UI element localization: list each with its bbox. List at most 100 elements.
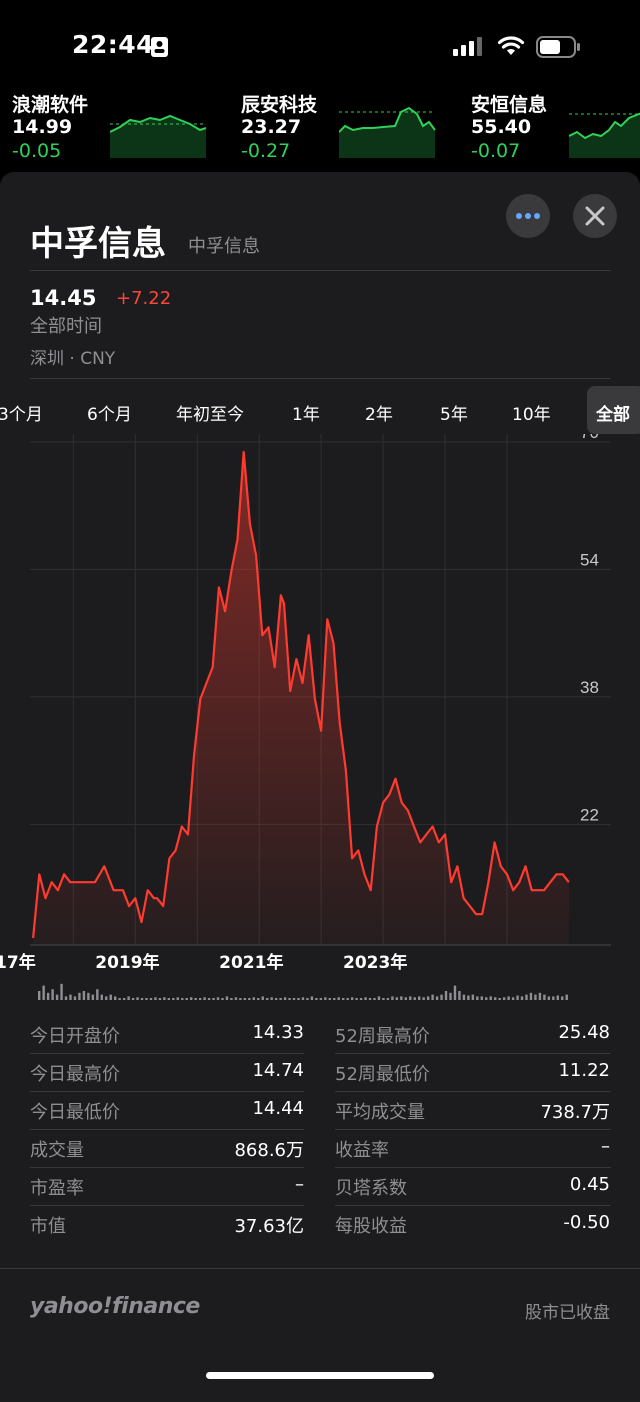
- yahoo-finance-logo[interactable]: yahoo!finance: [30, 1294, 200, 1319]
- volume-bar: [266, 998, 269, 1000]
- stat-value: –: [601, 1136, 610, 1157]
- volume-bar: [239, 998, 242, 1000]
- volume-bar: [87, 992, 90, 1000]
- ticker-name: 浪潮软件: [12, 94, 89, 116]
- volume-bar: [525, 994, 528, 1000]
- contact-card-icon: [151, 37, 168, 57]
- y-tick-label: 38: [580, 678, 599, 697]
- volume-bar: [42, 985, 45, 1000]
- volume-bar: [444, 991, 448, 1000]
- volume-bar: [105, 996, 108, 1000]
- range-1y[interactable]: 1年: [292, 405, 320, 425]
- volume-bar: [198, 998, 202, 1000]
- volume-bar: [114, 996, 117, 1000]
- stat-value: 25.48: [558, 1022, 610, 1043]
- volume-bar: [502, 997, 506, 1000]
- volume-bar: [100, 994, 103, 1000]
- volume-bar: [359, 998, 363, 1000]
- volume-bar: [462, 994, 466, 1000]
- volume-bar: [283, 997, 287, 1000]
- current-price: 14.45: [30, 286, 97, 310]
- stat-divider: [30, 1053, 304, 1054]
- volume-bar: [418, 996, 421, 1000]
- range-all[interactable]: 全部: [587, 386, 640, 434]
- volume-bar: [328, 998, 331, 1000]
- stat-divider: [30, 1167, 304, 1168]
- stat-divider: [335, 1167, 611, 1168]
- close-button[interactable]: [573, 194, 617, 238]
- volume-bar: [449, 992, 452, 1000]
- volume-bar: [181, 998, 184, 1000]
- ticker-item[interactable]: 安恒信息 55.40 -0.07: [471, 88, 640, 168]
- stat-value: -0.50: [563, 1212, 610, 1233]
- volume-bar: [337, 997, 340, 1000]
- ticker-item[interactable]: 浪潮软件 14.99 -0.05: [12, 88, 232, 168]
- ticker-name: 安恒信息: [471, 94, 548, 116]
- stat-label: 52周最低价: [335, 1064, 430, 1085]
- volume-bar: [252, 997, 255, 1000]
- range-2y[interactable]: 2年: [365, 405, 393, 425]
- range-ytd[interactable]: 年初至今: [176, 405, 244, 425]
- volume-bar: [212, 998, 215, 1000]
- volume-bar: [489, 996, 492, 1000]
- signal-icon: [453, 37, 482, 56]
- more-button[interactable]: [506, 194, 550, 238]
- stat-value: 11.22: [558, 1060, 610, 1081]
- volume-bar: [261, 996, 264, 1000]
- volume-bar: [494, 997, 497, 1000]
- range-5y[interactable]: 5年: [440, 405, 468, 425]
- volume-bar: [413, 997, 416, 1000]
- status-time: 22:44: [72, 30, 155, 59]
- volume-bar: [426, 996, 430, 1000]
- ticker-price: 14.99: [12, 116, 73, 138]
- y-tick-label: 54: [580, 550, 599, 569]
- volume-bar: [234, 997, 238, 1000]
- stat-divider: [30, 1205, 304, 1206]
- volume-bar: [543, 994, 546, 1000]
- volume-bar: [154, 997, 157, 1000]
- ticker-price: 55.40: [471, 116, 532, 138]
- stat-label: 平均成交量: [335, 1102, 425, 1123]
- stat-value: 14.44: [252, 1098, 304, 1119]
- range-3m[interactable]: 3个月: [0, 405, 43, 425]
- price-chart[interactable]: 70 54 38 22 2017年 2019年 2021年 2023年: [0, 434, 640, 1004]
- stat-label: 贝塔系数: [335, 1178, 407, 1199]
- volume-bar: [400, 996, 403, 1000]
- volume-bar: [96, 989, 99, 1000]
- volume-bar: [176, 997, 179, 1000]
- volume-bar: [194, 998, 197, 1000]
- volume-bar: [292, 998, 296, 1000]
- ticker-sparkline: [569, 112, 640, 158]
- ticker-change: -0.05: [12, 140, 62, 162]
- volume-bar: [377, 996, 381, 1000]
- volume-bar: [534, 994, 537, 1000]
- volume-bar: [140, 998, 144, 1000]
- volume-bar: [520, 996, 524, 1000]
- range-10y[interactable]: 10年: [512, 405, 551, 425]
- volume-bar: [435, 996, 439, 1000]
- stat-value: 14.74: [252, 1060, 304, 1081]
- wifi-icon: [497, 36, 525, 55]
- volume-bar: [315, 998, 318, 1000]
- range-6m[interactable]: 6个月: [87, 405, 132, 425]
- volume-bar: [346, 998, 349, 1000]
- volume-bar: [538, 992, 542, 1000]
- volume-bar: [516, 995, 519, 1000]
- price-area: [33, 452, 569, 945]
- x-tick-label: 2017年: [0, 952, 36, 973]
- stat-label: 今日开盘价: [30, 1026, 120, 1047]
- stock-subtitle: 中孚信息: [188, 236, 260, 257]
- stat-value: 868.6万: [234, 1140, 304, 1161]
- volume-bar: [91, 994, 95, 1000]
- market-status: 股市已收盘: [525, 1303, 610, 1323]
- volume-bar: [480, 996, 483, 1000]
- volume-bar: [163, 997, 166, 1000]
- ticker-item[interactable]: 辰安科技 23.27 -0.27: [241, 88, 461, 168]
- volume-bar: [431, 994, 434, 1000]
- volume-bar: [511, 997, 515, 1000]
- stat-divider: [30, 1091, 304, 1092]
- x-tick-label: 2019年: [95, 952, 159, 973]
- volume-bar: [225, 996, 229, 1000]
- volume-bar: [243, 998, 247, 1000]
- volume-bar: [51, 989, 54, 1000]
